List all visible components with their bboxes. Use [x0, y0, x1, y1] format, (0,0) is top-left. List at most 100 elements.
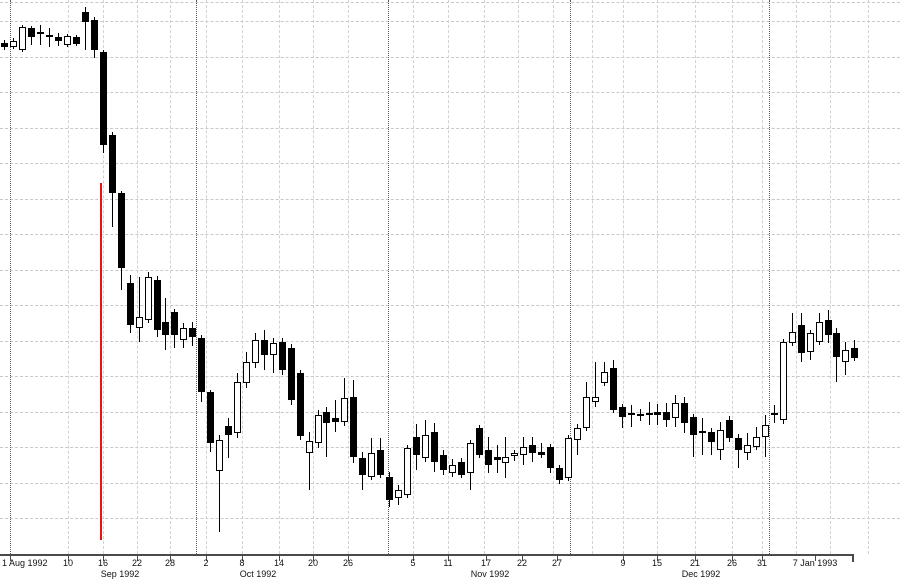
v-gridline-minor: [623, 0, 624, 554]
candle-down: [323, 412, 330, 423]
x-tick-label: 16: [97, 558, 109, 568]
candle-down: [681, 403, 688, 423]
candle-up: [520, 447, 527, 455]
x-month-label: Oct 1992: [239, 569, 277, 579]
candle-down: [171, 312, 178, 335]
v-gridline-month: [570, 0, 571, 554]
candle-up: [807, 333, 814, 352]
v-gridline-minor: [796, 0, 797, 554]
candle-down: [55, 37, 62, 41]
candle-down: [207, 392, 214, 443]
x-axis-tick: [170, 556, 171, 561]
v-gridline-month: [196, 0, 197, 554]
x-axis-line: [0, 554, 852, 556]
candle-down: [825, 320, 832, 335]
x-tick-label: 21: [689, 558, 701, 568]
candle-down: [91, 20, 98, 50]
candle-up: [404, 448, 411, 495]
candle-down: [798, 325, 805, 353]
x-tick-label: 26: [726, 558, 738, 568]
h-gridline: [0, 92, 900, 93]
candle-up: [216, 440, 223, 471]
candle-wick: [85, 7, 86, 50]
x-tick-label: 8: [239, 558, 245, 568]
h-gridline: [0, 305, 900, 306]
x-tick-label: 15: [651, 558, 663, 568]
v-gridline-minor: [732, 0, 733, 554]
v-gridline-minor: [279, 0, 280, 554]
candle-down: [350, 397, 357, 457]
candle-up: [592, 397, 599, 402]
x-axis-tick: [68, 556, 69, 561]
candle-wick: [228, 418, 229, 458]
candle-down: [198, 338, 205, 392]
x-month-label: Nov 1992: [470, 569, 510, 579]
trend-line[interactable]: [100, 183, 102, 540]
h-gridline: [0, 21, 900, 22]
x-axis-tick: [762, 556, 763, 561]
candle-down: [440, 455, 447, 470]
candle-up: [234, 382, 241, 433]
candle-down: [663, 412, 670, 420]
candle-up: [270, 343, 277, 355]
h-gridline: [0, 412, 900, 413]
v-gridline-minor: [657, 0, 658, 554]
x-tick-label: 9: [620, 558, 626, 568]
candle-up: [243, 362, 250, 383]
candle-up: [315, 415, 322, 443]
candle-wick: [40, 25, 41, 45]
candle-down: [699, 431, 706, 433]
candle-down: [556, 468, 563, 480]
h-gridline: [0, 376, 900, 377]
x-tick-label: 7 Jan 1993: [792, 558, 838, 568]
x-axis-tick: [206, 556, 207, 561]
x-axis-tick: [623, 556, 624, 561]
v-gridline-minor: [592, 0, 593, 554]
candle-down: [485, 450, 492, 465]
candle-wick: [273, 338, 274, 373]
candle-down: [833, 333, 840, 357]
v-gridline-minor: [695, 0, 696, 554]
x-axis-tick: [279, 556, 280, 561]
candle-up: [449, 465, 456, 473]
x-tick-label: 22: [131, 558, 143, 568]
x-tick-label: 1 Aug 1992: [2, 558, 48, 568]
x-axis-tick: [486, 556, 487, 561]
v-gridline-month: [388, 0, 389, 554]
candle-down: [279, 342, 286, 370]
h-gridline: [0, 270, 900, 271]
candle-down: [628, 413, 635, 415]
candle-up: [816, 322, 823, 342]
v-gridline-minor: [206, 0, 207, 554]
v-gridline-minor: [762, 0, 763, 554]
candle-wick: [541, 443, 542, 458]
x-axis-tick: [557, 556, 558, 561]
candle-up: [467, 443, 474, 473]
candle-down: [73, 37, 80, 44]
candle-wick: [219, 435, 220, 532]
candle-up: [180, 328, 187, 340]
candle-down: [646, 413, 653, 415]
candle-up: [422, 435, 429, 458]
candle-down: [189, 328, 196, 337]
candle-up: [780, 342, 787, 420]
x-axis-tick: [413, 556, 414, 561]
candle-down: [377, 450, 384, 475]
candle-down: [708, 432, 715, 442]
h-gridline: [0, 57, 900, 58]
v-gridline-minor: [553, 0, 554, 554]
v-gridline-minor: [313, 0, 314, 554]
candle-down: [547, 447, 554, 468]
h-gridline: [0, 518, 900, 519]
candle-up: [672, 403, 679, 418]
candle-up: [511, 453, 518, 456]
candle-down: [162, 322, 169, 335]
v-gridline-month: [769, 0, 770, 554]
candle-down: [610, 368, 617, 410]
candle-up: [744, 445, 751, 453]
x-tick-label: 22: [516, 558, 528, 568]
x-tick-label: 2: [203, 558, 209, 568]
candle-down: [735, 438, 742, 450]
candle-down: [458, 462, 465, 475]
